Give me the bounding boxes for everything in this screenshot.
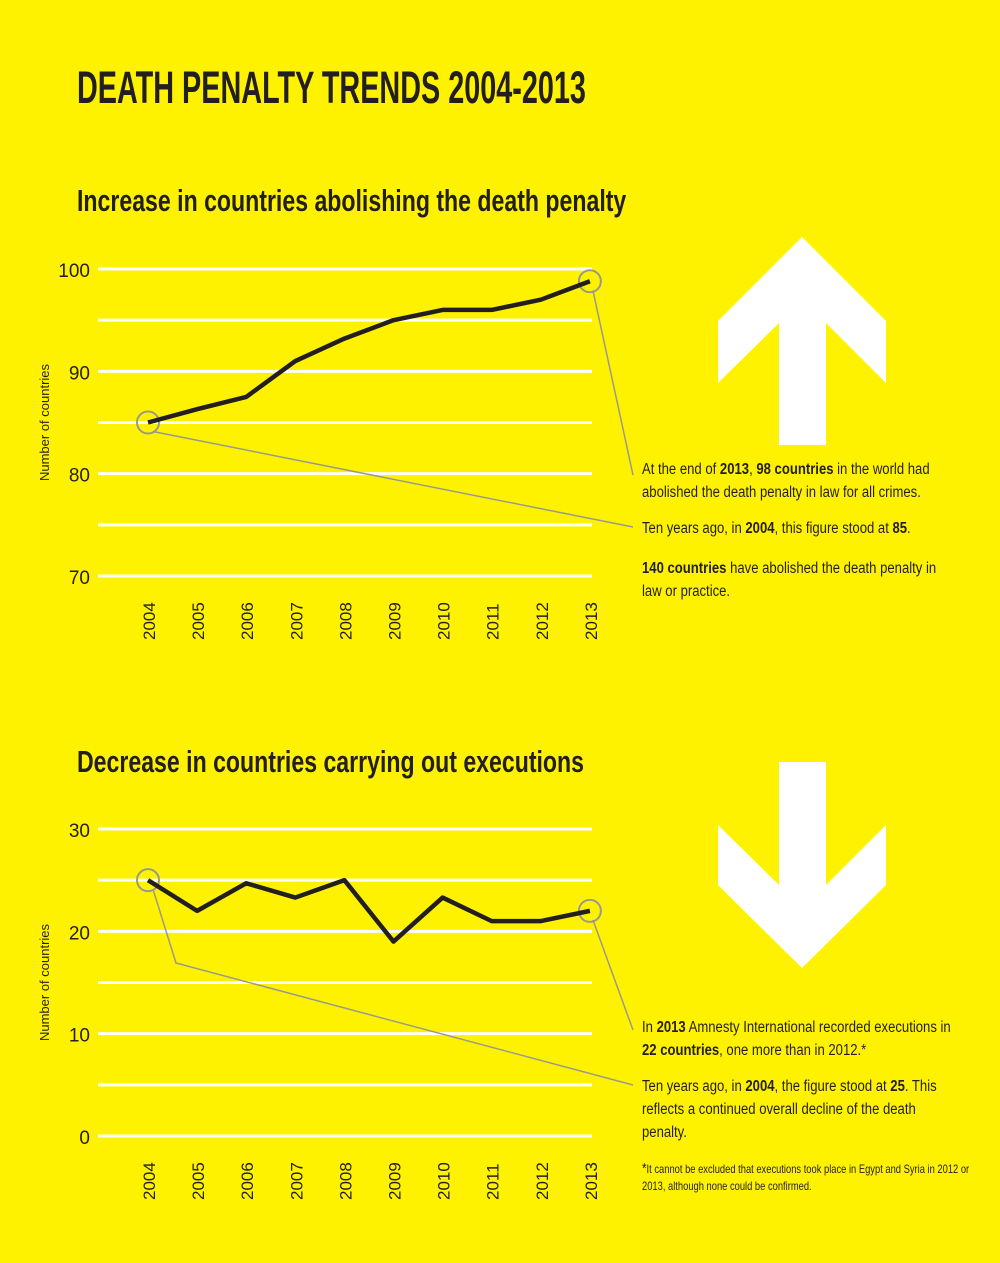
data-line (146, 877, 591, 944)
annotation-highlight: 2013 (656, 1019, 686, 1036)
x-tick-label: 2005 (189, 602, 208, 640)
annotation-abolition-2004: Ten years ago, in 2004, this figure stoo… (642, 517, 955, 540)
x-tick-label: 2006 (238, 602, 257, 640)
annotation-abolition-2013: At the end of 2013, 98 countries in the … (642, 458, 955, 504)
annotation-text: , one more than in 2012.* (719, 1042, 867, 1059)
annotation-highlight: 2004 (745, 1078, 775, 1095)
y-tick-label: 100 (58, 261, 90, 282)
annotation-highlight: 98 countries (756, 461, 834, 478)
x-tick-label: 2007 (287, 602, 306, 640)
arrow-up-icon (718, 237, 886, 445)
x-tick-label: 2009 (386, 602, 405, 640)
x-tick-label: 2011 (484, 603, 503, 640)
chart-executions: 0 10 20 30 2004 2005 2006 2007 2008 2009 2010 2011 2… (37, 821, 634, 1200)
x-tick-label: 2010 (435, 602, 454, 640)
annotation-text: Ten years ago, in (642, 520, 746, 537)
x-tick-label: 2007 (287, 1162, 306, 1200)
annotation-text: In (642, 1019, 657, 1036)
x-tick-label: 2006 (238, 1162, 257, 1200)
annotation-abolition-140: 140 countries have abolished the death p… (642, 557, 955, 603)
x-tick-label: 2008 (336, 1162, 355, 1200)
x-tick-label: 2009 (386, 1162, 405, 1200)
y-tick-label: 70 (69, 568, 90, 589)
y-axis-label: Number of countries (37, 923, 52, 1041)
y-tick-label: 30 (69, 821, 90, 842)
annotation-text: , this figure stood at (774, 520, 893, 537)
page-title: DEATH PENALTY TRENDS 2004-2013 (77, 62, 586, 113)
chart-abolition: 70 80 90 100 2004 2005 2006 2007 2008 2009 2010 201… (37, 261, 634, 640)
y-tick-label: 90 (69, 363, 90, 384)
x-tick-label: 2013 (582, 602, 601, 640)
chart-title-abolition: Increase in countries abolishing the dea… (77, 183, 627, 218)
x-tick-label: 2012 (533, 1162, 552, 1200)
arrow-down-icon (718, 762, 886, 968)
callout-circle (136, 868, 160, 893)
y-tick-label: 80 (69, 466, 90, 487)
x-tick-label: 2004 (140, 602, 159, 640)
annotation-executions-2013: In 2013 Amnesty International recorded e… (642, 1016, 955, 1062)
annotation-text: . This reflects a continued overall decl… (642, 1078, 937, 1141)
x-tick-label: 2012 (533, 602, 552, 640)
x-tick-label: 2008 (336, 602, 355, 640)
annotation-highlight: 140 countries (642, 560, 727, 577)
data-line (147, 279, 591, 425)
footnote-mark: * (642, 1160, 647, 1177)
annotation-highlight: 22 countries (642, 1042, 720, 1059)
callout-line (592, 919, 634, 1031)
annotation-text: . (907, 520, 911, 537)
annotation-text: , the figure stood at (774, 1078, 891, 1095)
annotation-text: Ten years ago, in (642, 1078, 746, 1095)
annotation-highlight: 25 (890, 1078, 905, 1095)
y-tick-label: 0 (79, 1128, 90, 1149)
annotation-text: Amnesty International recorded execution… (685, 1019, 951, 1036)
annotation-text: , (749, 461, 757, 478)
x-tick-label: 2011 (484, 1163, 503, 1200)
annotation-text: have abolished the death penalty in law … (642, 560, 937, 600)
annotation-highlight: 85 (892, 520, 908, 537)
x-tick-label: 2005 (189, 1162, 208, 1200)
annotation-highlight: 2004 (745, 520, 775, 537)
annotation-executions-2004: Ten years ago, in 2004, the figure stood… (642, 1075, 955, 1144)
y-tick-label: 10 (69, 1026, 90, 1047)
annotation-text: At the end of (642, 461, 720, 478)
footnote-text: It cannot be excluded that executions to… (642, 1162, 970, 1193)
footnote: *It cannot be excluded that executions t… (642, 1160, 970, 1195)
chart-title-executions: Decrease in countries carrying out execu… (77, 744, 584, 779)
callout-circle (136, 410, 160, 435)
y-axis-label: Number of countries (37, 363, 52, 481)
annotation-text: in the world had abolished the death pen… (642, 461, 930, 501)
callout-circle (577, 269, 602, 294)
annotation-highlight: 2013 (719, 461, 750, 478)
x-tick-label: 2010 (435, 1162, 454, 1200)
callout-line (592, 290, 634, 476)
x-tick-label: 2013 (582, 1162, 601, 1200)
y-tick-label: 20 (69, 923, 90, 944)
x-tick-label: 2004 (140, 1162, 159, 1200)
callout-line (152, 430, 634, 528)
callout-line (152, 888, 634, 1086)
